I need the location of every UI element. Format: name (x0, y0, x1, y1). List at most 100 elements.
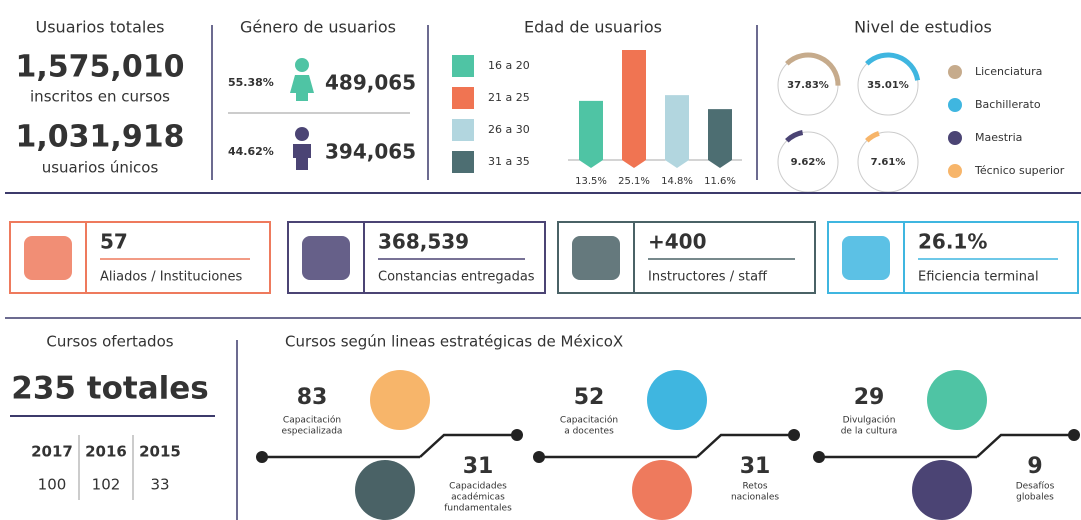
person-icon (295, 127, 309, 141)
big-number: 1,575,010 (16, 50, 185, 85)
donut-label: 37.83% (787, 80, 829, 91)
stat-label: Eficiencia terminal (918, 270, 1039, 285)
section-title: Cursos ofertados (46, 333, 173, 351)
person-icon (293, 144, 311, 170)
timeline-dot (1068, 429, 1080, 441)
line-icon (927, 370, 987, 430)
year: 2016 (85, 443, 127, 461)
line-count: 52 (574, 385, 605, 410)
line-count: 31 (740, 454, 771, 479)
legend-label: 21 a 25 (488, 91, 530, 104)
bar-label: 11.6% (704, 176, 736, 187)
stat-label: Constancias entregadas (378, 270, 535, 285)
line-count: 9 (1027, 454, 1042, 479)
timeline (976, 433, 1074, 458)
label: 44.62% (228, 145, 274, 158)
stat-box (287, 221, 546, 294)
stat-box (827, 221, 1079, 294)
donut-label: 9.62% (791, 157, 826, 168)
legend-label: 16 a 20 (488, 59, 530, 72)
bar-label: 13.5% (575, 176, 607, 187)
stat-label: Instructores / staff (648, 270, 768, 285)
legend-swatch (452, 151, 474, 173)
line-label: nacionales (731, 493, 779, 503)
stat-label: Aliados / Instituciones (100, 270, 243, 285)
timeline-dot (511, 429, 523, 441)
stat-box (557, 221, 816, 294)
line-label: Capacitación (560, 415, 618, 426)
year-count: 102 (92, 476, 121, 494)
line-label: fundamentales (444, 504, 512, 514)
legend-label: Bachillerato (975, 98, 1041, 111)
line-icon (370, 370, 430, 430)
legend-label: Licenciatura (975, 65, 1042, 78)
timeline-dot (813, 451, 825, 463)
person-icon (290, 75, 314, 101)
line-icon (912, 460, 972, 520)
section-title: Género de usuarios (240, 18, 396, 37)
section-title: Nivel de estudios (854, 18, 992, 37)
line-label: especializada (282, 427, 343, 437)
donut-arc (865, 131, 880, 143)
donut-arc (865, 52, 921, 81)
line-count: 31 (463, 454, 494, 479)
line-count: 83 (297, 385, 328, 410)
donut-arc (785, 52, 841, 86)
legend-label: 31 a 35 (488, 155, 530, 168)
bar (579, 100, 603, 168)
big-number: 235 totales (11, 371, 208, 407)
big-number: 1,031,918 (16, 120, 185, 155)
timeline-dot (788, 429, 800, 441)
bar (665, 95, 689, 168)
line-icon (355, 460, 415, 520)
section-title: Edad de usuarios (524, 18, 662, 37)
timeline (696, 433, 794, 458)
timeline-dot (256, 451, 268, 463)
donut-label: 7.61% (871, 157, 906, 168)
stat-icon (302, 236, 350, 280)
stat-icon (572, 236, 620, 280)
stat-value: 368,539 (378, 230, 469, 254)
stat-value: 57 (100, 230, 128, 254)
donut-label: 35.01% (867, 80, 909, 91)
stat-icon (24, 236, 72, 280)
legend-dot (948, 131, 962, 145)
bar-label: 14.8% (661, 176, 693, 187)
timeline (419, 433, 517, 458)
line-label: Capacitación (283, 415, 341, 426)
label: 55.38% (228, 76, 274, 89)
stat-icon (842, 236, 890, 280)
legend-dot (948, 98, 962, 112)
stat-value: 26.1% (918, 230, 987, 254)
count: 394,065 (325, 140, 416, 164)
line-label: globales (1016, 493, 1054, 503)
section-title: Cursos según lineas estratégicas de Méxi… (285, 333, 623, 351)
year: 2017 (31, 443, 73, 461)
legend-label: Técnico superior (974, 164, 1065, 177)
count: 489,065 (325, 71, 416, 95)
bar-label: 25.1% (618, 176, 650, 187)
bar (622, 50, 646, 168)
label: inscritos en cursos (30, 88, 170, 106)
line-label: Desafíos (1016, 482, 1055, 492)
line-icon (647, 370, 707, 430)
line-icon (632, 460, 692, 520)
label: usuarios únicos (42, 159, 159, 177)
donut-arc (785, 130, 804, 143)
line-label: académicas (451, 492, 505, 503)
person-icon (295, 58, 309, 72)
legend-swatch (452, 55, 474, 77)
bar (708, 109, 732, 168)
line-count: 29 (854, 385, 885, 410)
legend-dot (948, 164, 962, 178)
line-label: Retos (742, 482, 767, 492)
line-label: a docentes (564, 427, 614, 437)
year: 2015 (139, 443, 181, 461)
timeline-dot (533, 451, 545, 463)
legend-label: Maestria (975, 131, 1022, 144)
line-label: Divulgación (843, 415, 896, 426)
section-title: Usuarios totales (36, 18, 165, 37)
line-label: Capacidades (449, 482, 507, 492)
legend-swatch (452, 87, 474, 109)
year-count: 33 (150, 476, 169, 494)
